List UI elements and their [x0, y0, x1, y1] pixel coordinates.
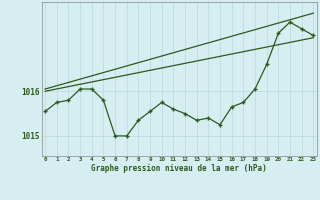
- X-axis label: Graphe pression niveau de la mer (hPa): Graphe pression niveau de la mer (hPa): [91, 164, 267, 173]
